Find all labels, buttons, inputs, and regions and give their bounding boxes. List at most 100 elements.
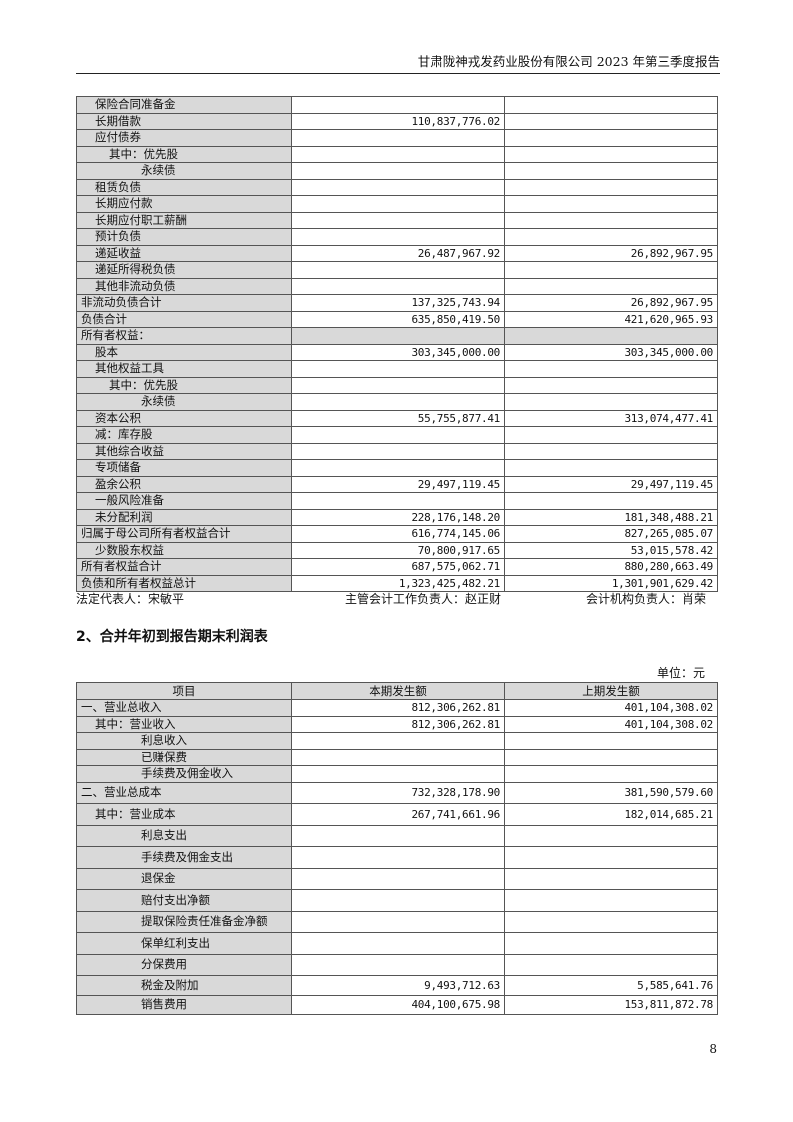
previous-value [504, 732, 718, 750]
table-row: 其他综合收益 [76, 442, 718, 460]
current-value: 404,100,675.98 [291, 994, 505, 1015]
current-value [291, 277, 505, 295]
row-label: 利息支出 [76, 824, 292, 847]
table-row: 利息支出 [76, 824, 718, 847]
previous-value: 53,015,578.42 [504, 541, 718, 559]
current-value [291, 145, 505, 163]
current-value: 267,741,661.96 [291, 803, 505, 826]
row-label: 保险合同准备金 [76, 96, 292, 114]
previous-value [504, 867, 718, 890]
current-value: 26,487,967.92 [291, 244, 505, 262]
previous-value: 880,280,663.49 [504, 558, 718, 576]
row-label: 已赚保费 [76, 748, 292, 766]
row-label: 赔付支出净额 [76, 889, 292, 912]
current-value [291, 459, 505, 477]
table-row: 分保费用 [76, 953, 718, 976]
table-row: 预计负债 [76, 228, 718, 246]
table-row: 租赁负债 [76, 178, 718, 196]
previous-value [504, 492, 718, 510]
previous-value: 1,301,901,629.42 [504, 574, 718, 592]
previous-value: 421,620,965.93 [504, 310, 718, 328]
row-label: 其他权益工具 [76, 360, 292, 378]
row-label: 负债和所有者权益总计 [76, 574, 292, 592]
row-label: 租赁负债 [76, 178, 292, 196]
row-label: 一、营业总收入 [76, 699, 292, 717]
previous-value: 381,590,579.60 [504, 781, 718, 804]
current-value: 137,325,743.94 [291, 294, 505, 312]
page-number: 8 [709, 1042, 717, 1056]
table-row: 负债和所有者权益总计 1,323,425,482.21 1,301,901,629.… [76, 574, 718, 592]
current-value [291, 195, 505, 213]
row-label: 负债合计 [76, 310, 292, 328]
current-value [291, 910, 505, 933]
row-label: 长期应付职工薪酬 [76, 211, 292, 229]
table-row: 递延收益 26,487,967.92 26,892,967.95 [76, 244, 718, 262]
current-value [291, 748, 505, 766]
table-row: 其他权益工具 [76, 360, 718, 378]
current-value [291, 867, 505, 890]
current-value: 635,850,419.50 [291, 310, 505, 328]
unit-label: 单位：元 [656, 666, 705, 680]
previous-value [504, 112, 718, 130]
current-value: 55,755,877.41 [291, 409, 505, 427]
table-row: 税金及附加 9,493,712.63 5,585,641.76 [76, 975, 718, 996]
table-row: 归属于母公司所有者权益合计 616,774,145.06 827,265,085.0… [76, 525, 718, 543]
current-value [291, 360, 505, 378]
table-row: 减：库存股 [76, 426, 718, 444]
row-label: 分保费用 [76, 953, 292, 976]
row-label: 归属于母公司所有者权益合计 [76, 525, 292, 543]
table-row: 专项储备 [76, 459, 718, 477]
table-row: 其中：优先股 [76, 145, 718, 163]
row-label: 退保金 [76, 867, 292, 890]
previous-value [504, 195, 718, 213]
table-row: 递延所得税负债 [76, 261, 718, 279]
table-row: 赔付支出净额 [76, 889, 718, 912]
table-row: 所有者权益： [76, 327, 718, 345]
previous-value [504, 889, 718, 912]
table-row: 长期应付职工薪酬 [76, 211, 718, 229]
row-label: 永续债 [76, 162, 292, 180]
table-row: 手续费及佣金收入 [76, 765, 718, 783]
current-value: 732,328,178.90 [291, 781, 505, 804]
table-row: 负债合计 635,850,419.50 421,620,965.93 [76, 310, 718, 328]
previous-value [504, 953, 718, 976]
previous-value: 401,104,308.02 [504, 699, 718, 717]
current-value [291, 96, 505, 114]
accounting-head: 主管会计工作负责人：赵正财 [345, 592, 502, 606]
previous-value [504, 96, 718, 114]
current-value: 812,306,262.81 [291, 715, 505, 733]
row-label: 手续费及佣金支出 [76, 846, 292, 869]
row-label: 永续债 [76, 393, 292, 411]
row-label: 预计负债 [76, 228, 292, 246]
previous-value [504, 442, 718, 460]
row-label: 其中：优先股 [76, 376, 292, 394]
previous-value [504, 145, 718, 163]
income-statement-table: 项目 本期发生额 上期发生额 一、营业总收入 812,306,262.81 401,… [76, 682, 718, 1015]
column-header-item: 项目 [76, 682, 292, 700]
current-value [291, 129, 505, 147]
table-row: 未分配利润 228,176,148.20 181,348,488.21 [76, 508, 718, 526]
previous-value [504, 360, 718, 378]
table-row: 保单红利支出 [76, 932, 718, 955]
column-header-previous: 上期发生额 [504, 682, 718, 700]
current-value [291, 442, 505, 460]
current-value [291, 327, 505, 345]
current-value [291, 228, 505, 246]
previous-value [504, 932, 718, 955]
table-row: 股本 303,345,000.00 303,345,000.00 [76, 343, 718, 361]
previous-value [504, 426, 718, 444]
table-row: 其中：优先股 [76, 376, 718, 394]
current-value: 303,345,000.00 [291, 343, 505, 361]
legal-representative: 法定代表人：宋敏平 [76, 592, 185, 606]
table-row: 长期借款 110,837,776.02 [76, 112, 718, 130]
section-title: 2、合并年初到报告期末利润表 [76, 629, 268, 645]
row-label: 保单红利支出 [76, 932, 292, 955]
table-row: 其他非流动负债 [76, 277, 718, 295]
previous-value [504, 393, 718, 411]
previous-value: 26,892,967.95 [504, 244, 718, 262]
previous-value: 181,348,488.21 [504, 508, 718, 526]
current-value [291, 889, 505, 912]
previous-value: 29,497,119.45 [504, 475, 718, 493]
table-row: 保险合同准备金 [76, 96, 718, 114]
table-row: 永续债 [76, 162, 718, 180]
